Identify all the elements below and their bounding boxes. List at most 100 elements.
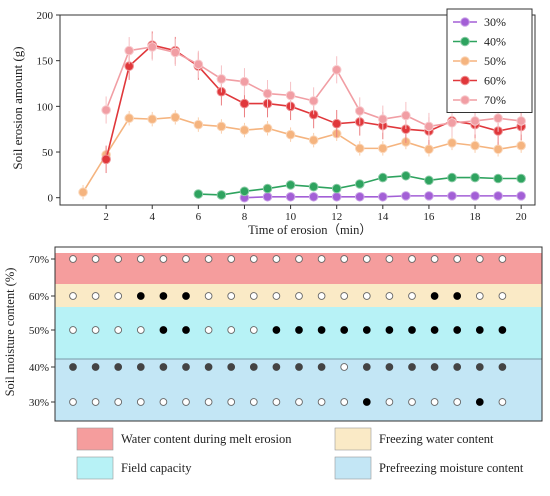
row-label: 60% [29,291,49,303]
data-point [308,135,319,145]
data-point [216,121,227,132]
grid-dot [272,255,281,263]
legend-label: 50% [484,54,506,68]
data-point [216,74,227,84]
data-point [401,191,411,201]
grid-dot [362,398,371,406]
grid-dot [362,255,371,263]
grid-dot [408,292,416,300]
band-legend-swatch [334,456,372,480]
data-point [193,189,204,199]
grid-dot [249,398,258,406]
data-point [470,140,480,151]
data-point [354,179,365,189]
grid-dot [498,363,507,371]
grid-dot [159,398,168,406]
grid-dot [249,326,258,334]
x-tick-label: 10 [285,211,297,223]
data-point [170,112,181,123]
data-point [493,113,503,124]
data-point [493,144,503,155]
grid-dot [295,292,303,300]
data-point [308,191,319,202]
data-point [170,47,181,58]
grid-dot [69,398,77,406]
grid-dot [340,292,349,300]
y-axis-title: Soil erosion amount (g) [10,46,25,169]
grid-dot [272,363,281,371]
grid-dot [475,326,484,334]
data-point [285,191,296,202]
data-point [239,125,250,135]
grid-dot [498,398,507,406]
grid-dot [159,255,168,263]
grid-dot [136,255,145,263]
grid-dot [249,363,258,371]
data-point [516,116,526,126]
data-point [401,170,411,181]
grid-dot [430,292,439,300]
grid-dot [159,326,168,334]
moisture-panel-frame [54,246,543,422]
grid-dot [475,255,484,263]
grid-dot [249,292,258,300]
legend-label: 30% [484,15,506,29]
x-tick-label: 16 [423,211,435,223]
grid-dot [295,363,303,371]
grid-dot [340,363,349,371]
grid-dot [317,363,326,371]
grid-dot [182,255,190,263]
band-legend-swatch [76,427,114,451]
grid-dot [136,326,145,334]
data-point [193,119,204,130]
data-point [78,187,88,198]
data-point [424,175,434,186]
row-label: 50% [29,325,49,337]
grid-dot [317,398,326,406]
grid-dot [408,398,416,406]
legend-marker [460,56,470,66]
grid-dot [340,326,349,334]
data-point [262,183,273,194]
data-point [516,140,526,151]
data-point [354,106,365,116]
grid-dot [272,398,281,406]
grid-dot [498,255,507,263]
band-legend-label: Water content during melt erosion [121,432,292,446]
data-point [285,129,296,140]
grid-dot [91,326,100,334]
grid-dot [408,326,416,334]
row-label: 40% [29,362,49,374]
band-legend: Water content during melt erosion Freezin… [76,427,524,480]
grid-dot [114,292,123,300]
data-point [239,76,250,87]
grid-dot [475,363,484,371]
y-tick-label: 150 [37,56,54,68]
data-point [470,172,480,183]
grid-dot [340,255,349,263]
grid-dot [453,363,462,371]
grid-dot [362,292,371,300]
data-point [447,191,457,201]
data-point [470,191,480,201]
series-line [82,116,522,193]
grid-dot [159,292,168,300]
data-point [262,88,273,99]
grid-dot [114,255,123,263]
grid-dot [272,326,281,334]
grid-dot [295,255,303,263]
grid-dot [204,292,213,300]
grid-dot [408,363,416,371]
grid-dot [362,326,371,334]
grid-dot [114,363,123,371]
legend-marker [460,95,470,105]
series-70-percent [101,33,526,141]
grid-dot [136,363,145,371]
grid-dot [91,292,100,300]
data-point [193,59,204,70]
x-tick-label: 2 [103,211,109,223]
band-legend-label: Prefreezing moisture content [379,461,524,475]
grid-dot [340,398,349,406]
grid-dot [114,398,123,406]
